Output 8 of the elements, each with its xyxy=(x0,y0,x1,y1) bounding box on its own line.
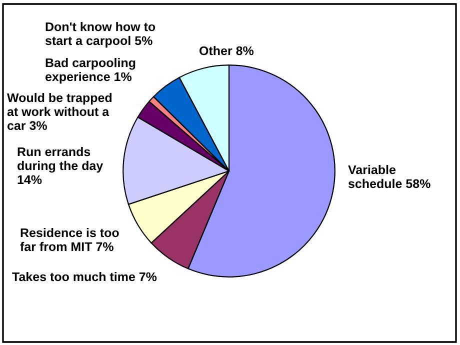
slice-label: Residence is too far from MIT 7% xyxy=(20,228,119,252)
slice-label: Other 8% xyxy=(200,46,254,56)
slice-label: Variable schedule 58% xyxy=(348,165,430,188)
slice-label: Would be trapped at work without a car 3% xyxy=(7,93,112,130)
slice-label: Takes too much time 7% xyxy=(12,272,157,282)
slice-label: Don't know how to start a carpool 5% xyxy=(45,22,156,48)
slice-label: Bad carpooling experience 1% xyxy=(45,58,136,84)
slice-label: Run errands during the day 14% xyxy=(18,147,104,184)
